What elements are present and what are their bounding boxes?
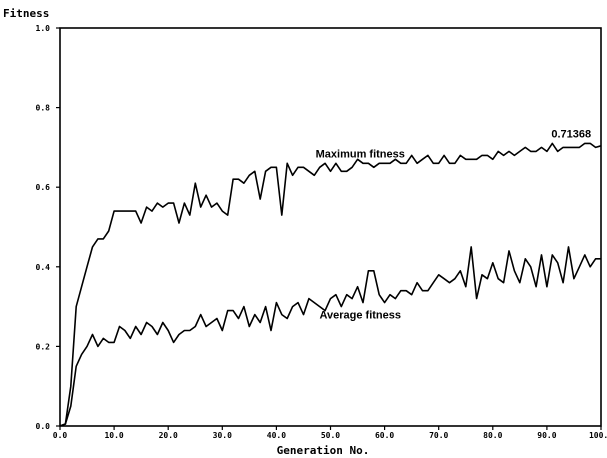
x-tick-label: 50.0 — [321, 431, 340, 440]
plot-frame — [59, 27, 602, 427]
ticks-group: 0.0 10.0 20.0 30.0 40.0 50.0 60.0 70.0 80.0 90.0 1… — [36, 24, 607, 440]
average-fitness-line — [59, 246, 601, 427]
y-tick-label: 0.0 — [36, 422, 51, 431]
maximum-fitness-line — [59, 142, 602, 427]
y-tick-label: 0.8 — [36, 104, 51, 113]
y-tick-label: 0.6 — [36, 183, 51, 192]
x-tick-label: 10.0 — [104, 431, 123, 440]
annotation-label: Average fitness — [319, 310, 401, 322]
annotations-group: Maximum fitness 0.71368 Average fitness — [316, 128, 591, 321]
series-group — [59, 142, 602, 427]
y-axis-title: Fitness — [3, 7, 49, 20]
x-tick-label: 90.0 — [537, 431, 556, 440]
y-tick-label: 0.4 — [36, 263, 51, 272]
x-tick-label: 30.0 — [213, 431, 232, 440]
x-tick-label: 20.0 — [159, 431, 178, 440]
annotation-label: 0.71368 — [551, 128, 591, 140]
x-tick-label: 40.0 — [267, 431, 286, 440]
y-tick-label: 1.0 — [36, 24, 51, 33]
y-tick-label: 0.2 — [36, 342, 51, 351]
x-tick-label: 100.0 — [589, 431, 607, 440]
x-tick-label: 80.0 — [483, 431, 502, 440]
x-tick-label: 0.0 — [53, 431, 68, 440]
annotation-label: Maximum fitness — [316, 148, 405, 160]
x-tick-label: 70.0 — [429, 431, 448, 440]
x-tick-label: 60.0 — [375, 431, 394, 440]
x-axis-title: Generation No. — [277, 444, 370, 457]
